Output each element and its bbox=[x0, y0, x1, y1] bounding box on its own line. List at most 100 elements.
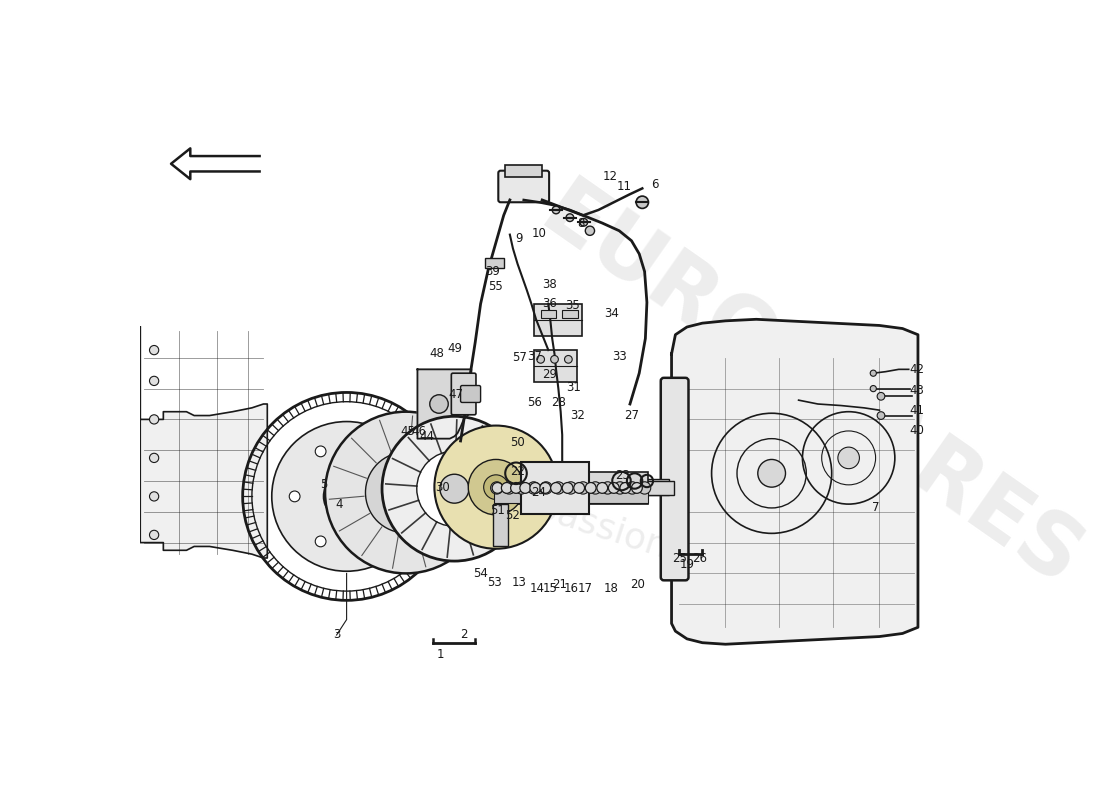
Circle shape bbox=[614, 482, 626, 494]
Circle shape bbox=[564, 355, 572, 363]
Text: 25: 25 bbox=[672, 551, 686, 565]
Circle shape bbox=[150, 530, 158, 539]
Text: 4: 4 bbox=[336, 498, 343, 510]
Circle shape bbox=[877, 412, 884, 419]
Circle shape bbox=[638, 482, 651, 494]
Circle shape bbox=[430, 394, 449, 414]
Text: 16: 16 bbox=[564, 582, 579, 595]
Polygon shape bbox=[172, 148, 260, 179]
Text: a passion...: a passion... bbox=[499, 479, 705, 575]
Text: 15: 15 bbox=[542, 582, 558, 595]
Circle shape bbox=[590, 482, 602, 494]
Circle shape bbox=[367, 536, 378, 547]
Text: 30: 30 bbox=[434, 481, 450, 494]
Text: 34: 34 bbox=[604, 306, 619, 320]
Circle shape bbox=[870, 370, 877, 376]
Circle shape bbox=[566, 214, 574, 222]
Circle shape bbox=[515, 482, 528, 494]
Circle shape bbox=[551, 482, 561, 494]
Circle shape bbox=[434, 426, 558, 549]
Text: 22: 22 bbox=[510, 466, 525, 478]
Bar bbox=[541, 310, 557, 318]
Circle shape bbox=[492, 482, 503, 494]
Circle shape bbox=[289, 491, 300, 502]
Circle shape bbox=[585, 482, 596, 494]
Circle shape bbox=[365, 452, 447, 533]
Text: 29: 29 bbox=[542, 368, 558, 382]
Circle shape bbox=[150, 454, 158, 462]
Text: 32: 32 bbox=[570, 409, 585, 422]
Circle shape bbox=[272, 422, 421, 571]
Bar bbox=[562, 310, 578, 318]
Text: 2: 2 bbox=[460, 629, 467, 642]
Circle shape bbox=[518, 485, 526, 493]
Circle shape bbox=[367, 446, 378, 457]
Circle shape bbox=[597, 482, 607, 494]
Text: 38: 38 bbox=[542, 278, 558, 291]
Text: 35: 35 bbox=[565, 299, 581, 312]
Text: 39: 39 bbox=[485, 265, 501, 278]
Polygon shape bbox=[418, 370, 472, 438]
Text: 27: 27 bbox=[624, 409, 639, 422]
FancyBboxPatch shape bbox=[498, 170, 549, 202]
Text: 20: 20 bbox=[630, 578, 645, 591]
Bar bbox=[521, 462, 590, 514]
Text: 3: 3 bbox=[333, 629, 340, 642]
Bar bbox=[493, 504, 508, 546]
Text: 56: 56 bbox=[527, 396, 542, 409]
Text: 1: 1 bbox=[437, 648, 444, 661]
Text: 36: 36 bbox=[542, 298, 558, 310]
Bar bbox=[485, 258, 504, 269]
Text: 48: 48 bbox=[429, 347, 444, 361]
Text: 21: 21 bbox=[552, 578, 568, 591]
Bar bbox=[535, 304, 582, 336]
Polygon shape bbox=[671, 319, 917, 644]
Text: 17: 17 bbox=[578, 582, 593, 595]
FancyBboxPatch shape bbox=[451, 373, 476, 414]
Circle shape bbox=[150, 492, 158, 501]
Circle shape bbox=[758, 459, 785, 487]
Bar bbox=[535, 350, 576, 382]
Text: 1985: 1985 bbox=[703, 387, 887, 544]
Circle shape bbox=[585, 226, 595, 235]
Text: 57: 57 bbox=[512, 351, 527, 364]
Circle shape bbox=[528, 482, 540, 494]
Circle shape bbox=[626, 482, 638, 494]
Text: 28: 28 bbox=[551, 396, 565, 409]
Circle shape bbox=[491, 482, 503, 494]
Circle shape bbox=[551, 355, 559, 363]
Text: 52: 52 bbox=[506, 509, 520, 522]
Circle shape bbox=[388, 474, 424, 510]
Circle shape bbox=[620, 482, 630, 494]
Circle shape bbox=[562, 482, 573, 494]
Circle shape bbox=[564, 482, 576, 494]
Text: 24: 24 bbox=[531, 486, 547, 499]
Text: 19: 19 bbox=[680, 558, 694, 570]
Circle shape bbox=[540, 482, 552, 494]
Text: 33: 33 bbox=[612, 350, 627, 362]
Text: 53: 53 bbox=[487, 576, 502, 589]
Circle shape bbox=[316, 446, 326, 457]
Text: 13: 13 bbox=[512, 576, 527, 589]
Text: 37: 37 bbox=[527, 350, 542, 362]
Text: 7: 7 bbox=[872, 502, 879, 514]
Circle shape bbox=[608, 482, 619, 494]
Text: 43: 43 bbox=[909, 384, 924, 397]
Circle shape bbox=[440, 474, 469, 503]
FancyBboxPatch shape bbox=[461, 386, 481, 402]
Circle shape bbox=[316, 536, 326, 547]
FancyBboxPatch shape bbox=[661, 378, 689, 580]
Circle shape bbox=[323, 474, 370, 519]
Circle shape bbox=[382, 416, 527, 561]
Text: 26: 26 bbox=[692, 551, 707, 565]
Circle shape bbox=[552, 206, 560, 214]
Text: 23: 23 bbox=[615, 469, 629, 482]
Circle shape bbox=[520, 482, 530, 494]
Circle shape bbox=[602, 482, 614, 494]
Text: 9: 9 bbox=[515, 232, 522, 245]
Text: 11: 11 bbox=[616, 180, 631, 194]
Circle shape bbox=[484, 475, 508, 499]
Circle shape bbox=[530, 482, 541, 494]
Circle shape bbox=[326, 412, 487, 574]
Text: 47: 47 bbox=[449, 388, 463, 402]
